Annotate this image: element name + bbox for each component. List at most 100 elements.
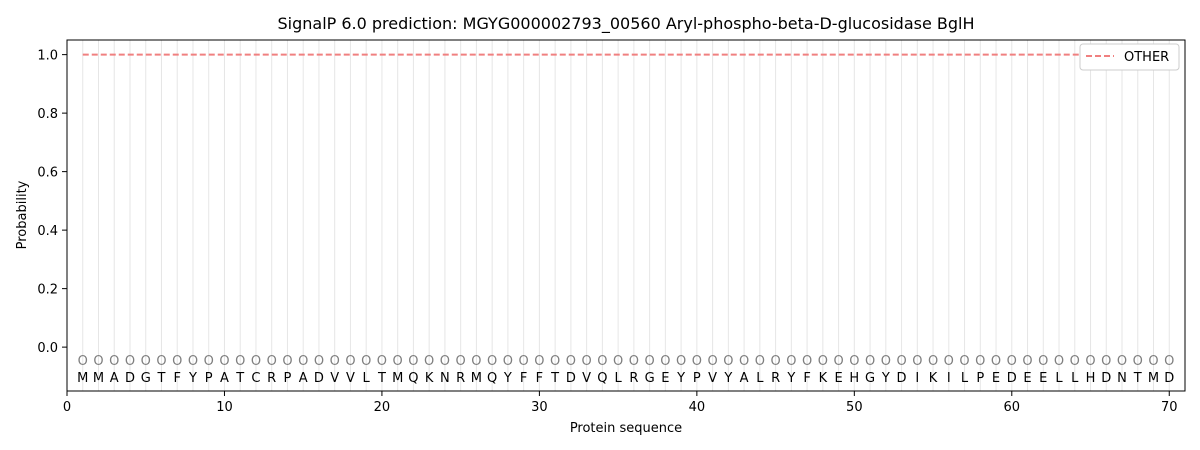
prediction-label: O <box>298 354 308 369</box>
residue-label: P <box>693 371 701 386</box>
prediction-label: O <box>408 354 418 369</box>
x-tick-label: 40 <box>689 400 706 415</box>
y-tick-label: 0.0 <box>37 341 58 356</box>
prediction-label: O <box>1022 354 1032 369</box>
residue-label: Y <box>188 371 197 386</box>
plot-frame <box>66 39 1186 392</box>
x-axis-ticks: 0 10 20 30 40 50 60 70 <box>63 391 1178 415</box>
prediction-label: O <box>928 354 938 369</box>
x-tick-label: 10 <box>216 400 233 415</box>
chart-title: SignalP 6.0 prediction: MGYG000002793_00… <box>277 14 974 34</box>
prediction-label: O <box>645 354 655 369</box>
residue-label: E <box>1039 371 1047 386</box>
legend: OTHER <box>1079 43 1180 71</box>
residue-label: R <box>267 371 276 386</box>
prediction-label: O <box>660 354 670 369</box>
prediction-label: O <box>1085 354 1095 369</box>
residue-label: R <box>456 371 465 386</box>
residue-label: Y <box>723 371 732 386</box>
prediction-label: O <box>959 354 969 369</box>
prediction-label: O <box>330 354 340 369</box>
y-axis-ticks: 0.0 0.2 0.4 0.6 0.8 1.0 <box>37 49 67 356</box>
residue-label: Q <box>408 371 418 386</box>
residue-label: D <box>1007 371 1017 386</box>
y-tick-label: 1.0 <box>37 49 58 64</box>
residue-label: E <box>992 371 1000 386</box>
residue-label: E <box>661 371 669 386</box>
residue-label: Y <box>786 371 795 386</box>
prediction-label: O <box>188 354 198 369</box>
prediction-label: O <box>109 354 119 369</box>
residue-label: Y <box>676 371 685 386</box>
prediction-label: O <box>487 354 497 369</box>
prediction-label: O <box>786 354 796 369</box>
prediction-label: O <box>393 354 403 369</box>
prediction-label: O <box>377 354 387 369</box>
residue-label: Y <box>503 371 512 386</box>
residue-label: L <box>363 371 371 386</box>
residue-label: A <box>299 371 308 386</box>
prediction-label: O <box>345 354 355 369</box>
vertical-gridlines <box>82 40 1170 391</box>
x-tick-label: 0 <box>63 400 71 415</box>
residue-label: G <box>865 371 875 386</box>
residue-label: I <box>947 371 951 386</box>
legend-label-other: OTHER <box>1124 50 1169 65</box>
prediction-label: O <box>519 354 529 369</box>
prediction-label: O <box>629 354 639 369</box>
prediction-label: O <box>1133 354 1143 369</box>
prediction-label: O <box>235 354 245 369</box>
x-tick-label: 30 <box>531 400 548 415</box>
prediction-label: O <box>550 354 560 369</box>
x-tick-label: 20 <box>374 400 391 415</box>
prediction-label: O <box>896 354 906 369</box>
residue-label: L <box>1071 371 1079 386</box>
residue-label: L <box>615 371 623 386</box>
prediction-label: O <box>78 354 88 369</box>
residue-label: E <box>834 371 842 386</box>
residue-label: Y <box>881 371 890 386</box>
residue-label: K <box>425 371 434 386</box>
residue-label: R <box>771 371 780 386</box>
residue-label: F <box>803 371 810 386</box>
y-tick-label: 0.4 <box>37 224 58 239</box>
residue-label: N <box>440 371 450 386</box>
residue-label: T <box>377 371 386 386</box>
prediction-label: O <box>361 354 371 369</box>
residue-label: A <box>110 371 119 386</box>
residue-label: P <box>205 371 213 386</box>
residue-label: T <box>235 371 244 386</box>
prediction-label: O <box>1148 354 1158 369</box>
residue-label: G <box>645 371 655 386</box>
prediction-label: O <box>944 354 954 369</box>
residue-label: Q <box>487 371 497 386</box>
residue-label: H <box>1086 371 1096 386</box>
residue-label: N <box>1117 371 1127 386</box>
prediction-label: O <box>707 354 717 369</box>
prediction-label: O <box>739 354 749 369</box>
prediction-label: O <box>424 354 434 369</box>
residue-label: D <box>1164 371 1174 386</box>
prediction-label: O <box>676 354 686 369</box>
prediction-label: O <box>849 354 859 369</box>
residue-label: F <box>173 371 180 386</box>
prediction-label: O <box>770 354 780 369</box>
residue-label: T <box>157 371 166 386</box>
prediction-label: O <box>1117 354 1127 369</box>
prediction-label: O <box>471 354 481 369</box>
prediction-label: O <box>314 354 324 369</box>
residue-label: D <box>566 371 576 386</box>
prediction-label: O <box>1070 354 1080 369</box>
prediction-label: O <box>1101 354 1111 369</box>
prediction-label: O <box>912 354 922 369</box>
prediction-label: O <box>534 354 544 369</box>
prediction-label: O <box>865 354 875 369</box>
residue-label: D <box>125 371 135 386</box>
y-tick-label: 0.2 <box>37 283 58 298</box>
residue-label: I <box>915 371 919 386</box>
legend-box <box>1079 43 1180 71</box>
residue-label: V <box>330 371 339 386</box>
residue-label: P <box>976 371 984 386</box>
prediction-label: O <box>503 354 513 369</box>
